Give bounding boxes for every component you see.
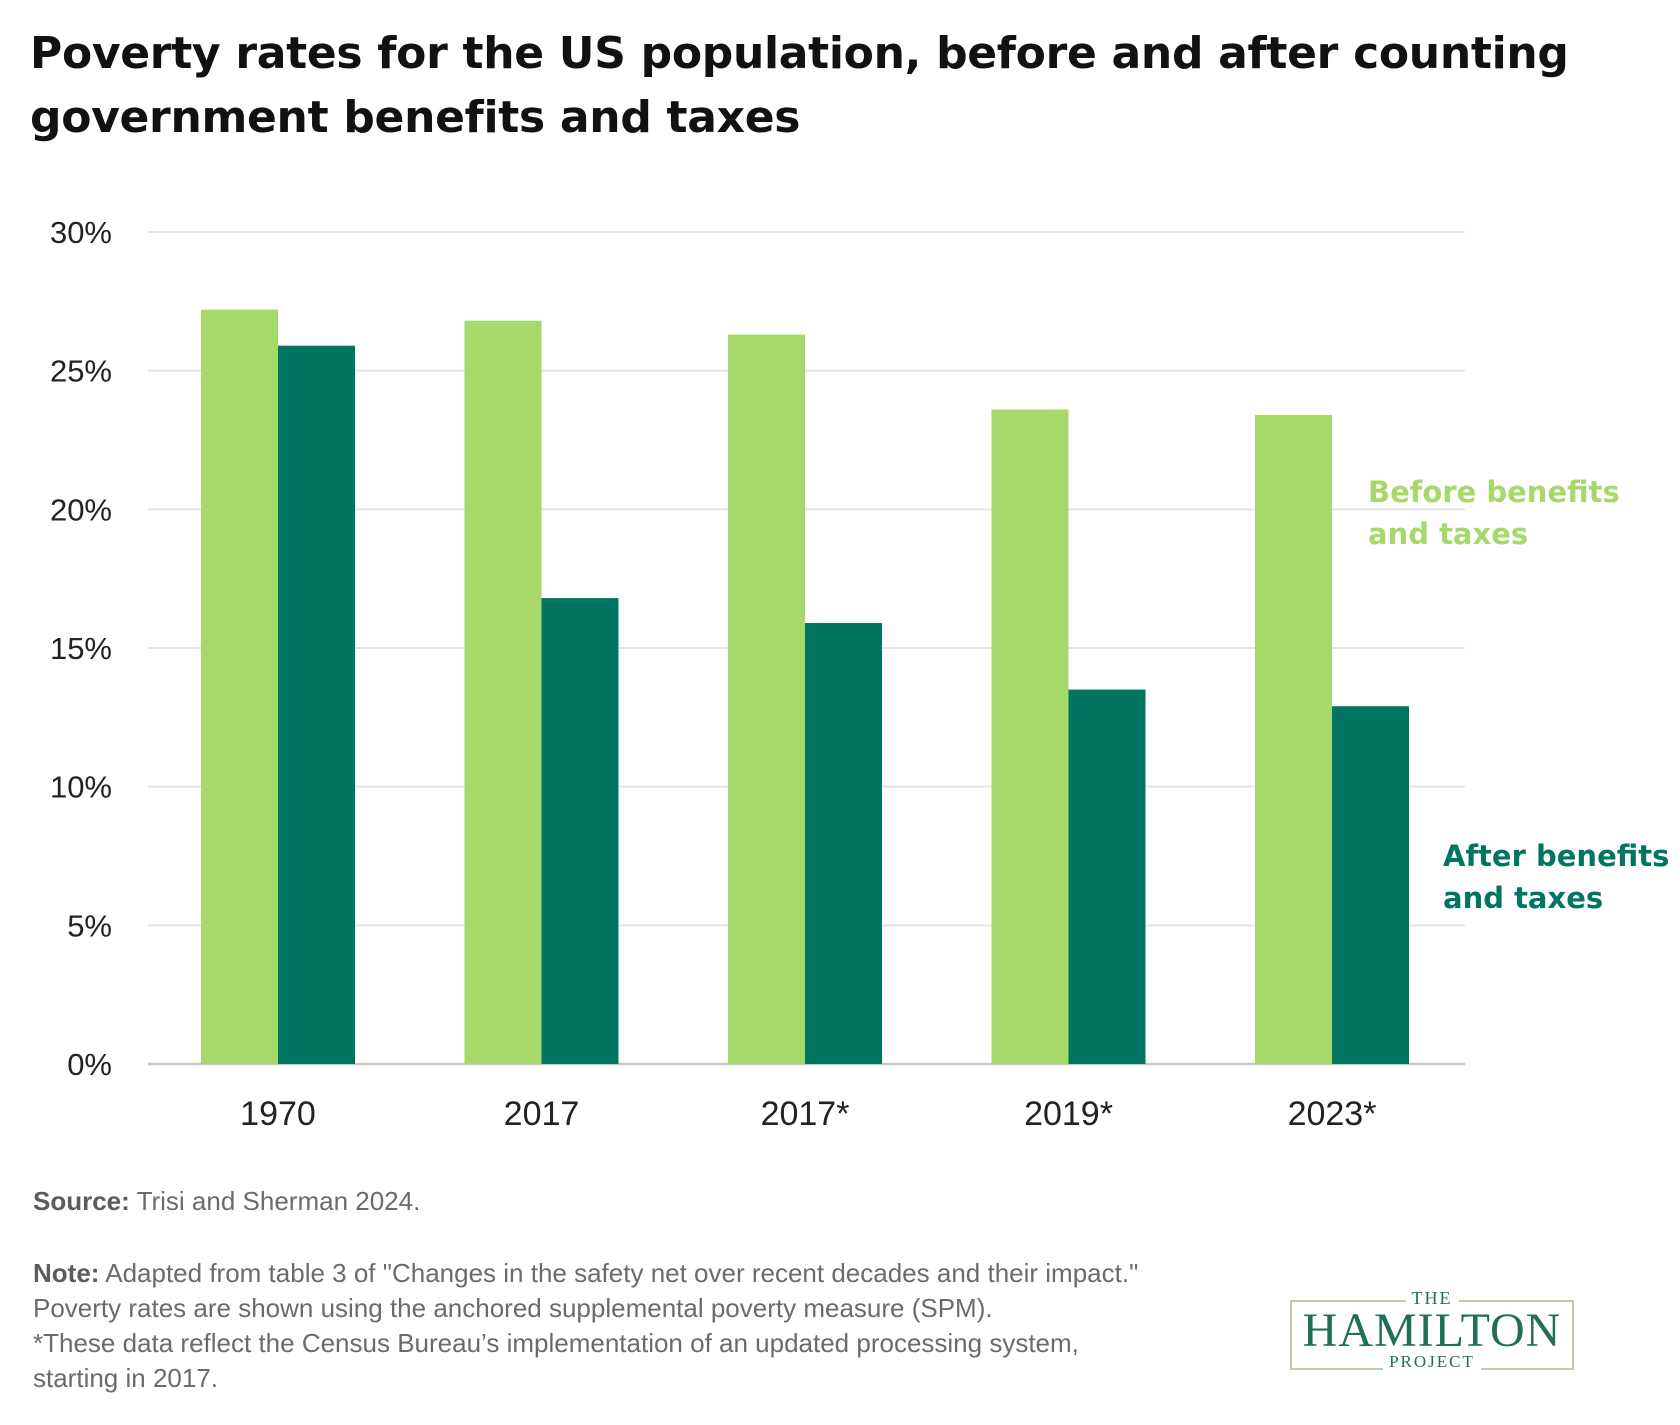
note-line-1: Adapted from table 3 of "Changes in the … [105, 1258, 1139, 1288]
chart-title-line-2: government benefits and taxes [30, 92, 801, 143]
source-note: Source: Trisi and Sherman 2024. [33, 1186, 420, 1217]
x-tick-label: 2023* [1288, 1095, 1377, 1133]
legend-label-after: and taxes [1443, 881, 1603, 915]
bar-before-benefits [464, 320, 542, 1064]
note-line-3: *These data reflect the Census Bureau’s … [33, 1328, 1079, 1358]
x-tick-label: 2017* [761, 1095, 850, 1133]
bar-after-benefits [1332, 706, 1409, 1064]
bar-before-benefits [991, 409, 1069, 1064]
y-tick-label: 10% [50, 770, 112, 805]
note-line-2: Poverty rates are shown using the anchor… [33, 1293, 993, 1323]
x-tick-label: 2019* [1024, 1095, 1113, 1133]
x-tick-label: 2017 [504, 1095, 580, 1133]
bar-before-benefits [728, 334, 805, 1064]
logo-the: THE [1405, 1288, 1459, 1308]
chart-title: Poverty rates for the US population, bef… [30, 22, 1650, 150]
legend-label-before: Before benefits [1368, 475, 1620, 509]
x-tick-label: 1970 [240, 1095, 316, 1133]
hamilton-project-logo: THE HAMILTON PROJECT [1290, 1288, 1580, 1371]
note-line-4: starting in 2017. [33, 1363, 219, 1393]
y-tick-label: 20% [50, 492, 112, 527]
note-label: Note: [33, 1258, 100, 1288]
bar-after-benefits [805, 623, 882, 1064]
bar-before-benefits [1255, 415, 1332, 1064]
source-text: Trisi and Sherman 2024. [136, 1186, 421, 1216]
y-tick-label: 0% [67, 1047, 112, 1082]
source-label: Source: [33, 1186, 130, 1216]
bar-after-benefits [278, 345, 355, 1064]
y-tick-label: 5% [67, 908, 112, 943]
chart-title-line-1: Poverty rates for the US population, bef… [30, 28, 1569, 79]
y-tick-label: 30% [50, 215, 112, 250]
footnote: Note: Adapted from table 3 of "Changes i… [33, 1256, 1273, 1396]
logo-project: PROJECT [1383, 1352, 1481, 1371]
legend-label-after: After benefits [1443, 839, 1669, 873]
y-tick-label: 25% [50, 354, 112, 389]
bar-after-benefits [541, 598, 619, 1064]
logo-name: HAMILTON [1302, 1304, 1562, 1357]
bar-before-benefits [201, 309, 278, 1064]
y-tick-label: 15% [50, 631, 112, 666]
legend-label-before: and taxes [1368, 517, 1528, 551]
bar-after-benefits [1068, 689, 1146, 1064]
bar-chart: 0% 5% 10% 15% 20% 25% 30% 1970 2017 2017* 2019* 202… [50, 215, 1669, 1133]
